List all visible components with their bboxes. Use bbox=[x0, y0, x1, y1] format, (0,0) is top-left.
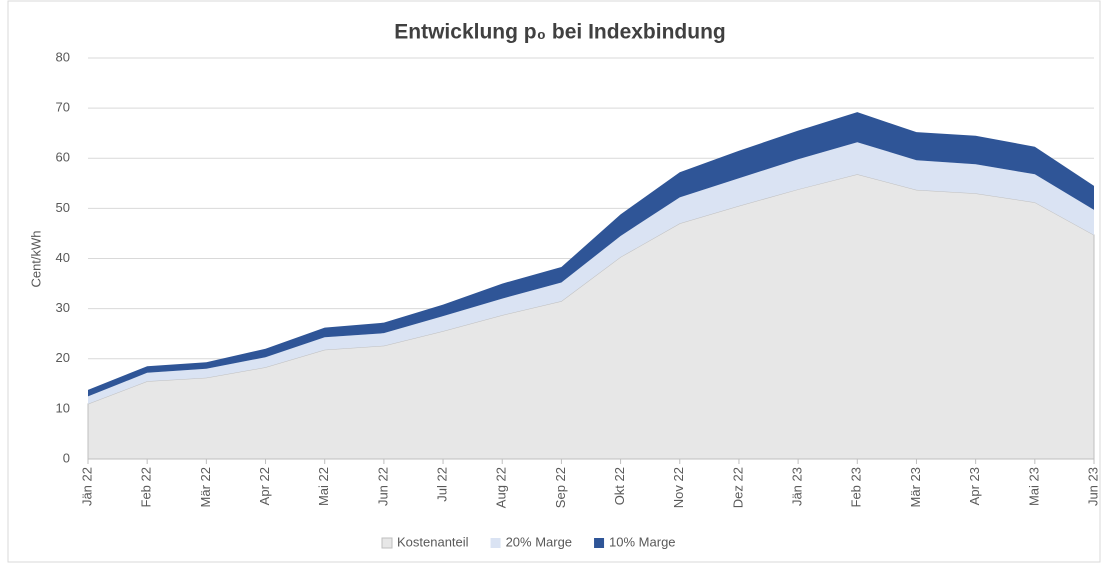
legend-swatch bbox=[490, 538, 501, 548]
x-tick-label: Mai 22 bbox=[316, 467, 331, 506]
y-axis-label: Cent/kWh bbox=[28, 230, 43, 287]
x-tick-label: Okt 22 bbox=[612, 467, 627, 505]
x-tick-label: Jul 22 bbox=[434, 467, 449, 502]
area-band bbox=[88, 142, 1094, 404]
x-tick-label: Jän 22 bbox=[79, 467, 94, 506]
x-tick-label: Feb 22 bbox=[139, 467, 154, 507]
x-tick-label: Dez 22 bbox=[730, 467, 745, 508]
y-tick-label: 60 bbox=[56, 150, 70, 165]
x-tick-label: Mai 23 bbox=[1026, 467, 1041, 506]
x-tick-label: Sep 22 bbox=[553, 467, 568, 508]
y-tick-label: 70 bbox=[56, 100, 70, 115]
x-tick-label: Aug 22 bbox=[494, 467, 509, 508]
legend-label: Kostenanteil bbox=[397, 534, 469, 549]
x-tick-label: Jun 23 bbox=[1085, 467, 1100, 506]
legend-swatch bbox=[594, 538, 605, 548]
chart-title: Entwicklung p₀ bei Indexbindung bbox=[394, 21, 725, 44]
y-tick-label: 20 bbox=[56, 350, 70, 365]
x-tick-label: Feb 23 bbox=[849, 467, 864, 507]
x-tick-label: Jun 22 bbox=[375, 467, 390, 506]
x-tick-label: Apr 23 bbox=[967, 467, 982, 505]
area-band bbox=[88, 112, 1094, 397]
x-tick-label: Mär 23 bbox=[908, 467, 923, 507]
legend-label: 10% Marge bbox=[609, 534, 675, 549]
y-tick-label: 10 bbox=[56, 400, 70, 415]
y-tick-label: 40 bbox=[56, 250, 70, 265]
y-tick-label: 0 bbox=[63, 450, 70, 465]
y-tick-label: 80 bbox=[56, 49, 70, 64]
legend-label: 20% Marge bbox=[506, 534, 572, 549]
x-tick-label: Mär 22 bbox=[198, 467, 213, 507]
legend-swatch bbox=[381, 537, 393, 549]
x-tick-label: Jän 23 bbox=[790, 467, 805, 506]
x-tick-label: Apr 22 bbox=[257, 467, 272, 505]
y-tick-label: 50 bbox=[56, 200, 70, 215]
y-tick-label: 30 bbox=[56, 300, 70, 315]
x-tick-label: Nov 22 bbox=[671, 467, 686, 508]
